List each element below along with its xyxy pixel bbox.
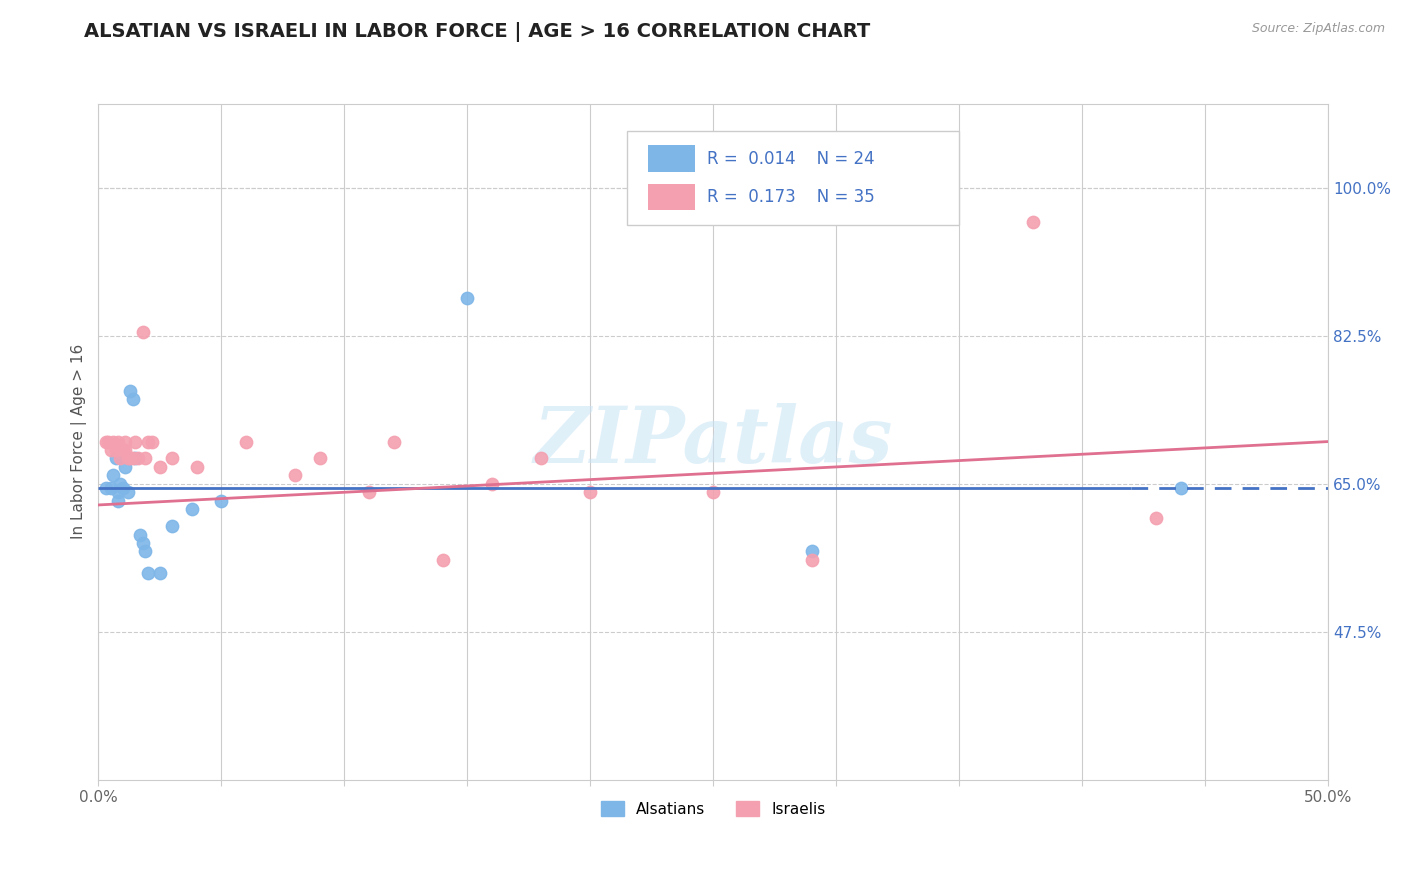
Point <box>235 434 257 449</box>
Point <box>160 519 183 533</box>
Point <box>100 481 122 495</box>
Point <box>1022 215 1045 229</box>
Bar <box>648 184 695 211</box>
Point <box>111 443 134 458</box>
Point <box>432 553 454 567</box>
Point <box>120 384 142 398</box>
Text: ZIPatlas: ZIPatlas <box>533 403 893 480</box>
Point <box>107 493 129 508</box>
Point <box>121 392 143 407</box>
Point <box>117 485 139 500</box>
Point <box>160 451 183 466</box>
Point <box>111 481 134 495</box>
Text: R =  0.014    N = 24: R = 0.014 N = 24 <box>707 150 875 168</box>
Point <box>209 493 232 508</box>
Point <box>456 291 478 305</box>
Point <box>121 451 143 466</box>
Text: R =  0.173    N = 35: R = 0.173 N = 35 <box>707 188 875 206</box>
Point <box>357 485 380 500</box>
Point <box>136 566 159 580</box>
Point <box>97 434 120 449</box>
Point <box>134 451 156 466</box>
Point <box>117 451 139 466</box>
Text: Source: ZipAtlas.com: Source: ZipAtlas.com <box>1251 22 1385 36</box>
Point <box>702 485 724 500</box>
Point <box>382 434 405 449</box>
Point <box>120 451 142 466</box>
Point <box>134 544 156 558</box>
Point <box>124 434 146 449</box>
Point <box>101 468 124 483</box>
Point <box>104 443 127 458</box>
Point <box>110 451 132 466</box>
Point <box>284 468 307 483</box>
Text: ALSATIAN VS ISRAELI IN LABOR FORCE | AGE > 16 CORRELATION CHART: ALSATIAN VS ISRAELI IN LABOR FORCE | AGE… <box>84 22 870 42</box>
Point <box>114 459 136 474</box>
Point <box>124 451 146 466</box>
Point <box>127 451 149 466</box>
Point <box>107 485 129 500</box>
Point <box>94 434 117 449</box>
FancyBboxPatch shape <box>627 130 959 225</box>
Point <box>800 553 823 567</box>
Point <box>800 544 823 558</box>
Point <box>141 434 163 449</box>
Point <box>579 485 602 500</box>
Point <box>110 476 132 491</box>
Point <box>149 566 172 580</box>
Point <box>308 451 330 466</box>
Point <box>101 434 124 449</box>
Point <box>180 502 202 516</box>
Point <box>94 481 117 495</box>
Point <box>131 536 153 550</box>
Point <box>481 476 503 491</box>
Point <box>100 443 122 458</box>
Bar <box>648 145 695 172</box>
Point <box>107 434 129 449</box>
Legend: Alsatians, Israelis: Alsatians, Israelis <box>595 795 831 822</box>
Point <box>1170 481 1192 495</box>
Point <box>114 434 136 449</box>
Point <box>114 443 136 458</box>
Point <box>149 459 172 474</box>
Point <box>1144 510 1167 524</box>
Y-axis label: In Labor Force | Age > 16: In Labor Force | Age > 16 <box>72 344 87 539</box>
Point <box>129 527 152 541</box>
Point <box>530 451 553 466</box>
Point <box>136 434 159 449</box>
Point <box>131 325 153 339</box>
Point <box>104 451 127 466</box>
Point <box>186 459 208 474</box>
